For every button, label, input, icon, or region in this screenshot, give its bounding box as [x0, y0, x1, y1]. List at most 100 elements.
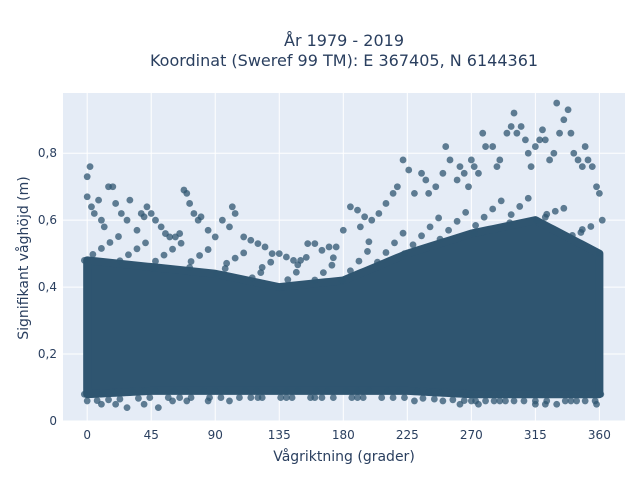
data-point: [217, 394, 225, 401]
x-tick-label: 315: [524, 428, 547, 442]
data-point: [456, 163, 464, 171]
data-point: [186, 264, 194, 271]
data-point: [206, 394, 213, 401]
y-tick-label: 0,6: [38, 213, 57, 227]
data-point: [86, 163, 94, 171]
data-point: [482, 143, 489, 150]
data-point: [258, 394, 266, 401]
chart-subtitle: Koordinat (Sweref 99 TM): E 367405, N 61…: [150, 51, 538, 70]
data-point: [80, 256, 88, 264]
data-point: [100, 223, 108, 231]
data-point: [497, 197, 505, 205]
data-point: [411, 397, 418, 405]
data-point: [466, 390, 474, 398]
data-point: [125, 251, 132, 259]
data-point: [556, 129, 563, 137]
data-point: [176, 230, 184, 237]
data-point: [181, 387, 189, 395]
data-point: [425, 190, 433, 197]
data-point: [288, 394, 296, 401]
data-point: [98, 216, 105, 224]
data-point: [391, 239, 398, 247]
data-point: [88, 203, 95, 211]
data-point: [356, 223, 364, 231]
data-point: [485, 390, 492, 398]
data-point: [475, 169, 482, 177]
data-point: [312, 387, 320, 395]
data-point: [284, 276, 292, 284]
data-point: [112, 200, 120, 207]
data-point: [560, 116, 568, 124]
data-point: [401, 394, 408, 401]
data-point: [146, 394, 154, 401]
data-point: [277, 394, 285, 401]
data-point: [409, 241, 417, 249]
data-point: [524, 194, 532, 202]
data-point: [319, 269, 327, 277]
data-point: [531, 143, 539, 150]
data-point: [445, 226, 452, 234]
data-point: [110, 389, 118, 397]
data-point: [496, 397, 504, 405]
data-point: [257, 269, 265, 277]
data-point: [254, 240, 262, 248]
x-tick-label: 360: [588, 428, 611, 442]
data-point: [460, 397, 468, 404]
data-point: [290, 256, 297, 264]
data-point: [228, 203, 236, 211]
data-point: [595, 250, 603, 258]
data-point: [354, 206, 361, 214]
data-point: [253, 387, 260, 395]
data-point: [115, 233, 122, 240]
data-point: [116, 395, 124, 403]
data-point: [271, 387, 279, 395]
data-point: [311, 240, 319, 248]
data-point: [95, 196, 102, 204]
data-point: [133, 245, 141, 253]
data-point: [578, 226, 586, 233]
data-point: [109, 183, 117, 191]
data-point: [294, 387, 302, 395]
data-point: [106, 239, 114, 246]
data-point: [90, 210, 98, 217]
data-point: [399, 156, 407, 164]
data-point: [123, 216, 131, 224]
data-point: [393, 183, 401, 191]
data-point: [354, 387, 361, 395]
data-point: [354, 394, 361, 401]
data-points: [80, 99, 606, 412]
data-point: [223, 259, 231, 267]
data-point: [553, 400, 561, 408]
data-point: [584, 156, 592, 164]
data-point: [365, 387, 373, 395]
chart-title: År 1979 - 2019: [284, 31, 404, 50]
data-point: [117, 210, 125, 217]
data-point: [520, 397, 528, 405]
data-point: [490, 397, 498, 405]
data-point: [567, 129, 575, 137]
data-point: [105, 396, 112, 404]
data-point: [157, 223, 165, 231]
data-point: [164, 394, 172, 401]
data-point: [465, 183, 472, 191]
data-point: [218, 216, 226, 224]
data-point: [425, 388, 433, 396]
data-point: [359, 394, 367, 401]
data-point: [83, 193, 91, 201]
data-point: [187, 394, 195, 401]
data-point: [83, 173, 91, 181]
data-point: [553, 99, 561, 107]
data-point: [598, 216, 606, 224]
data-point: [446, 156, 454, 164]
data-point: [248, 274, 256, 282]
data-point: [211, 233, 219, 241]
data-point: [479, 129, 487, 137]
data-point: [496, 156, 504, 164]
data-point: [292, 268, 300, 276]
data-point: [550, 149, 558, 157]
data-point: [517, 123, 525, 130]
data-point: [140, 400, 148, 408]
data-point: [98, 245, 105, 252]
data-point: [597, 390, 605, 398]
